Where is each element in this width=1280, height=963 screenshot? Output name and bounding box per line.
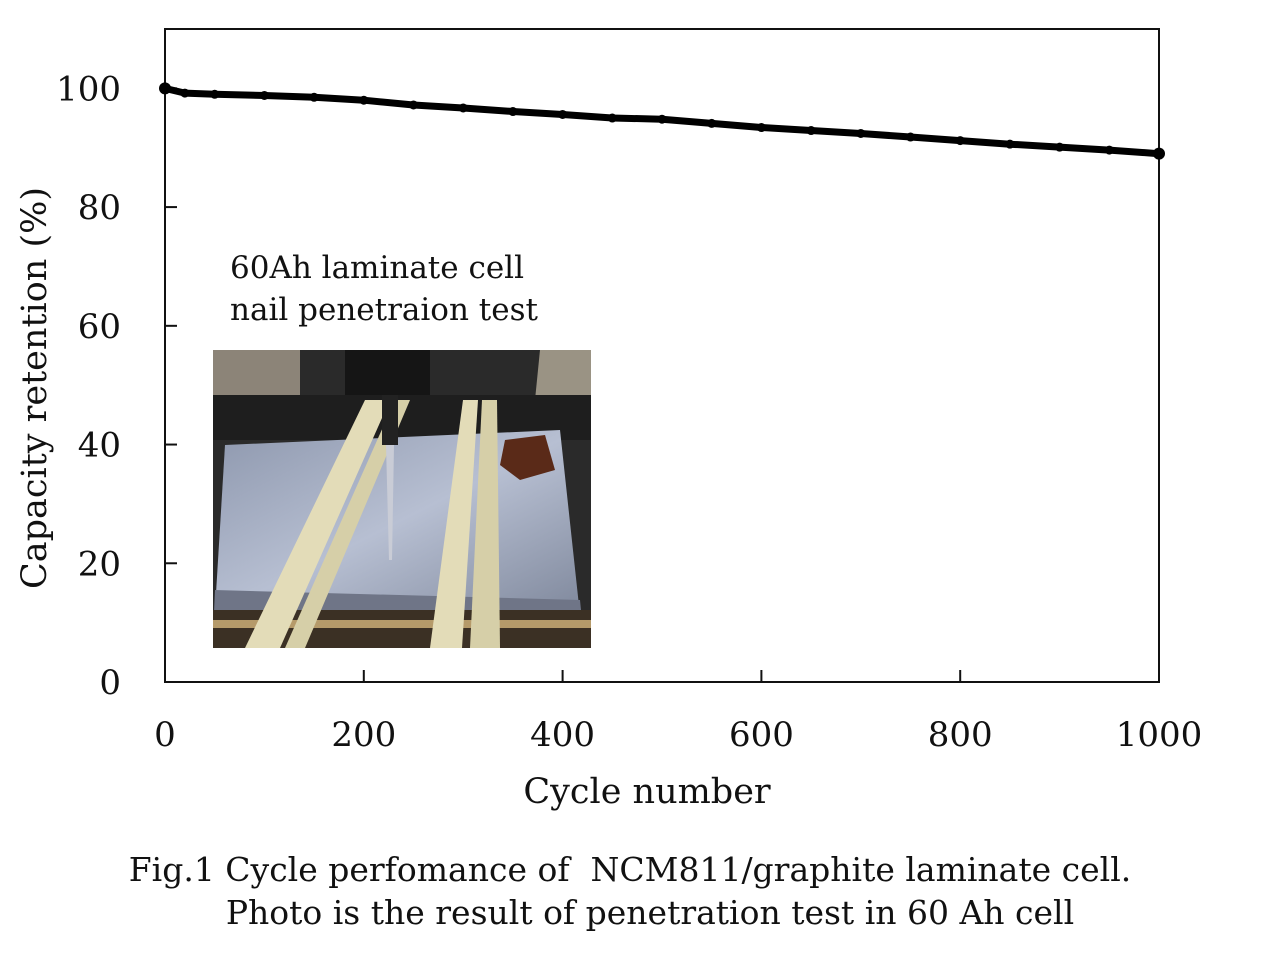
data-point-1000 <box>1153 147 1165 160</box>
y-tick-label-0: 0 <box>99 663 121 703</box>
data-point-750 <box>906 132 915 142</box>
data-point-100 <box>259 90 269 100</box>
y-tick-label-40: 40 <box>78 426 121 466</box>
y-tick-label-80: 80 <box>78 188 121 228</box>
data-point-150 <box>309 92 319 102</box>
data-point-600 <box>756 123 766 133</box>
y-tick-label-60: 60 <box>78 307 121 347</box>
data-points <box>159 82 1165 160</box>
data-point-300 <box>458 103 468 113</box>
data-point-450 <box>607 113 617 123</box>
data-point-900 <box>1055 142 1065 152</box>
data-point-500 <box>657 114 667 124</box>
data-point-50 <box>210 89 220 99</box>
plot-frame <box>164 28 1160 683</box>
x-tick-label-0: 0 <box>154 715 176 755</box>
x-tick-label-800: 800 <box>928 715 993 755</box>
data-point-200 <box>359 95 369 105</box>
series-line <box>161 84 1163 158</box>
y-axis-label: Capacity retention (%) <box>15 187 55 589</box>
data-point-700 <box>856 128 866 138</box>
tick-labels: 0 200 400 600 800 1000 0 20 40 60 80 100 <box>56 69 1202 755</box>
data-point-350 <box>508 107 518 117</box>
data-point-20 <box>180 88 190 98</box>
x-tick-label-1000: 1000 <box>1116 715 1203 755</box>
nail-penetration-photo <box>213 350 591 648</box>
x-tick-label-600: 600 <box>729 715 794 755</box>
x-tick-label-400: 400 <box>530 715 595 755</box>
figure-caption-line-1: Fig.1 Cycle perfomance of NCM811/graphit… <box>128 850 1132 889</box>
data-point-550 <box>707 118 717 128</box>
inset-annotation-line-2: nail penetraion test <box>230 292 538 328</box>
data-point-250 <box>409 100 418 110</box>
data-point-0 <box>159 82 171 95</box>
figure-caption-line-2: Photo is the result of penetration test … <box>225 893 1075 932</box>
y-tick-label-100: 100 <box>56 69 121 109</box>
data-point-400 <box>558 109 568 119</box>
data-point-650 <box>806 126 816 136</box>
data-point-850 <box>1005 139 1015 149</box>
data-point-800 <box>955 136 965 146</box>
x-axis-label: Cycle number <box>523 772 771 812</box>
data-point-950 <box>1104 145 1114 155</box>
x-tick-label-200: 200 <box>331 715 396 755</box>
inset-annotation-line-1: 60Ah laminate cell <box>230 250 524 286</box>
y-tick-label-20: 20 <box>78 544 121 584</box>
